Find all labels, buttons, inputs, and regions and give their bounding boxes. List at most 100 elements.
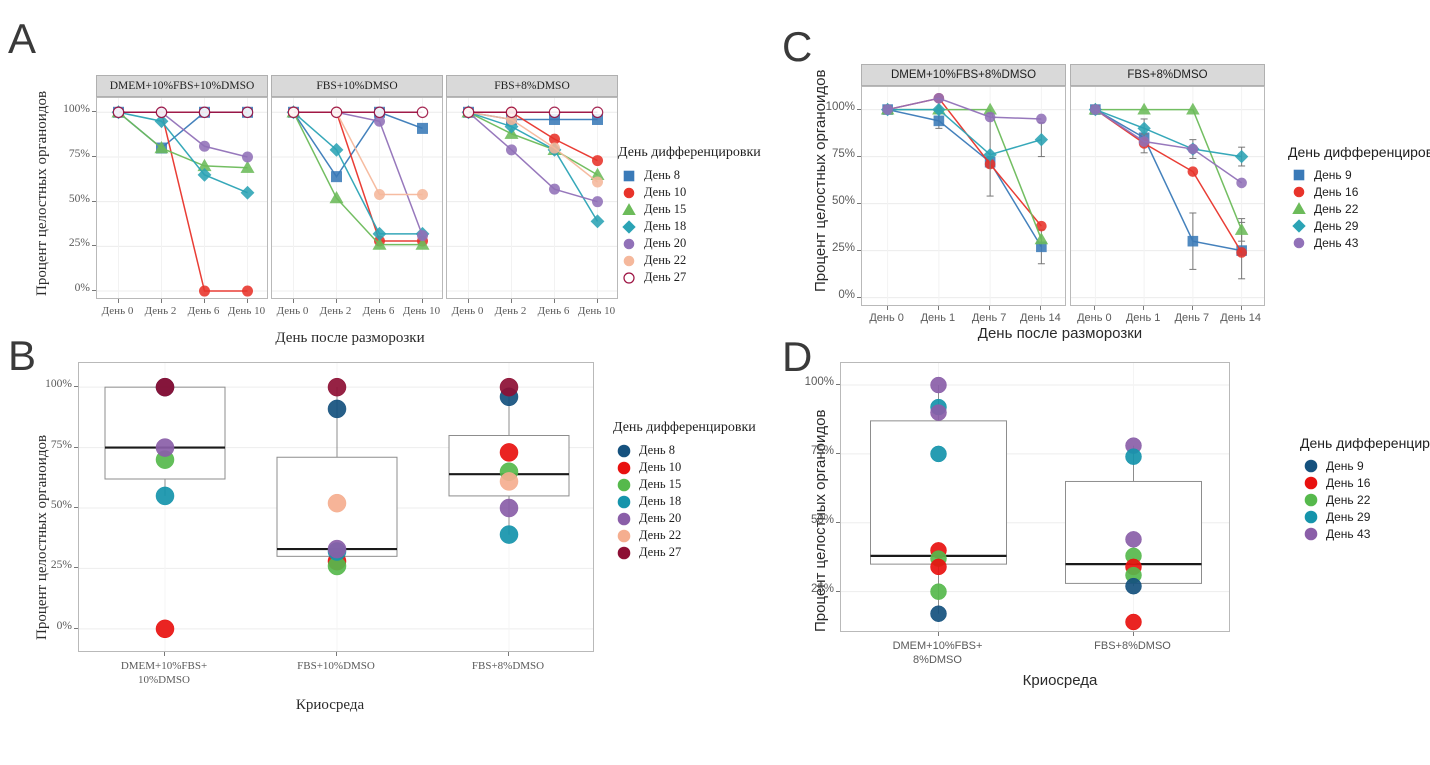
data-point bbox=[1090, 104, 1101, 115]
panel-b-y-axis-label: Процент целостных органоидов bbox=[34, 434, 50, 640]
x-tick-label: День 1 bbox=[1125, 312, 1161, 324]
x-tick-mark bbox=[1191, 306, 1193, 310]
jitter-point bbox=[930, 583, 947, 600]
legend-item-label: День 16 bbox=[1314, 184, 1359, 199]
x-tick-label: День 1 bbox=[920, 312, 956, 324]
x-tick-mark bbox=[508, 652, 509, 656]
data-point bbox=[1234, 223, 1249, 235]
legend-item[interactable]: День 8 bbox=[613, 442, 756, 459]
data-point bbox=[374, 189, 386, 201]
y-tick-label: 50% bbox=[50, 499, 72, 511]
data-point bbox=[416, 106, 429, 119]
jitter-point bbox=[930, 605, 947, 622]
legend-item[interactable]: День 27 bbox=[613, 544, 756, 561]
legend-item[interactable]: День 18 bbox=[618, 218, 761, 235]
legend-item[interactable]: День 20 bbox=[613, 510, 756, 527]
legend-item-label: День 22 bbox=[639, 528, 682, 542]
data-point bbox=[240, 160, 255, 173]
y-tick-label: 25% bbox=[810, 582, 834, 595]
data-point bbox=[372, 226, 387, 241]
legend-item[interactable]: День 15 bbox=[618, 201, 761, 218]
jitter-point bbox=[155, 377, 175, 397]
y-tick-label: 75% bbox=[68, 147, 90, 160]
jitter-point bbox=[499, 525, 519, 544]
x-tick-label: День 14 bbox=[1220, 312, 1261, 324]
legend-item[interactable]: День 43 bbox=[1288, 234, 1430, 251]
y-tick-label: 100% bbox=[804, 376, 834, 389]
y-tick-mark bbox=[836, 521, 840, 523]
legend-marker-icon bbox=[613, 510, 635, 527]
jitter-point bbox=[327, 399, 347, 419]
data-point bbox=[932, 102, 946, 117]
jitter-point bbox=[1125, 613, 1142, 631]
data-point bbox=[417, 122, 429, 134]
data-point bbox=[415, 237, 430, 250]
legend-item[interactable]: День 8 bbox=[618, 167, 761, 184]
data-point bbox=[417, 189, 429, 201]
legend-marker-icon bbox=[618, 184, 640, 201]
y-tick-mark bbox=[836, 590, 840, 592]
data-point bbox=[1234, 149, 1249, 164]
legend-item-label: День 8 bbox=[644, 168, 680, 182]
legend-item[interactable]: День 27 bbox=[618, 269, 761, 286]
legend-item[interactable]: День 16 bbox=[1288, 183, 1430, 200]
x-tick-label: День 0 bbox=[869, 312, 904, 324]
jitter-point bbox=[155, 438, 175, 457]
x-tick-mark bbox=[1240, 306, 1242, 310]
legend-item[interactable]: День 20 bbox=[618, 235, 761, 252]
legend-item[interactable]: День 29 bbox=[1288, 217, 1430, 234]
x-tick-mark bbox=[596, 299, 598, 303]
data-point bbox=[505, 144, 517, 156]
jitter-point bbox=[1125, 531, 1142, 548]
x-tick-mark bbox=[292, 299, 294, 303]
data-point bbox=[983, 148, 997, 162]
legend-item-label: День 22 bbox=[644, 253, 687, 267]
legend-marker-icon bbox=[613, 493, 635, 510]
jitter-point bbox=[1125, 448, 1142, 465]
legend-item[interactable]: День 22 bbox=[618, 252, 761, 269]
x-tick-mark bbox=[886, 306, 888, 310]
data-point bbox=[199, 140, 211, 152]
data-point bbox=[1236, 247, 1247, 258]
jitter-point bbox=[155, 486, 175, 506]
legend-marker-icon bbox=[1288, 217, 1310, 234]
y-tick-label: 100% bbox=[825, 100, 855, 113]
legend-marker-icon bbox=[1300, 525, 1322, 542]
x-tick-mark bbox=[510, 299, 512, 303]
legend-marker-icon bbox=[618, 201, 640, 218]
x-tick-label: День 6 bbox=[362, 305, 395, 317]
legend-item[interactable]: День 10 bbox=[618, 184, 761, 201]
y-tick-mark bbox=[92, 111, 96, 113]
panel-c-legend: День дифференцировки День 9 День 16 День 22… bbox=[1288, 144, 1430, 251]
legend-item[interactable]: День 43 bbox=[1300, 525, 1430, 542]
legend-item[interactable]: День 22 bbox=[613, 527, 756, 544]
legend-item[interactable]: День 16 bbox=[1300, 474, 1430, 491]
legend-item[interactable]: День 29 bbox=[1300, 508, 1430, 525]
legend-item[interactable]: День 18 bbox=[613, 493, 756, 510]
facet-plot-panel bbox=[96, 97, 268, 299]
x-tick-label: День 10 bbox=[577, 305, 616, 317]
data-point bbox=[112, 106, 125, 119]
legend-item[interactable]: День 15 bbox=[613, 476, 756, 493]
legend-item-label: День 20 bbox=[639, 511, 682, 525]
data-point bbox=[241, 106, 254, 119]
y-tick-mark bbox=[857, 296, 861, 298]
legend-item[interactable]: День 10 bbox=[613, 459, 756, 476]
panel-c-x-axis-label: День после разморозки bbox=[977, 325, 1143, 342]
legend-marker-icon bbox=[618, 235, 640, 252]
legend-item[interactable]: День 22 bbox=[1288, 200, 1430, 217]
legend-item[interactable]: День 9 bbox=[1288, 166, 1430, 183]
legend-marker-icon bbox=[613, 544, 635, 561]
legend-item[interactable]: День 22 bbox=[1300, 491, 1430, 508]
data-point bbox=[1187, 166, 1199, 177]
legend-item[interactable]: День 9 bbox=[1300, 457, 1430, 474]
facet-plot-panel bbox=[1070, 86, 1265, 306]
legend-marker-icon bbox=[1288, 166, 1310, 183]
legend-item-label: День 10 bbox=[644, 185, 687, 199]
x-tick-label: День 0 bbox=[101, 305, 134, 317]
data-point bbox=[548, 106, 561, 119]
x-tick-label: День 0 bbox=[1077, 312, 1112, 324]
x-tick-mark bbox=[421, 299, 423, 303]
boxplot-panel bbox=[78, 362, 594, 652]
y-tick-label: 50% bbox=[831, 194, 855, 207]
